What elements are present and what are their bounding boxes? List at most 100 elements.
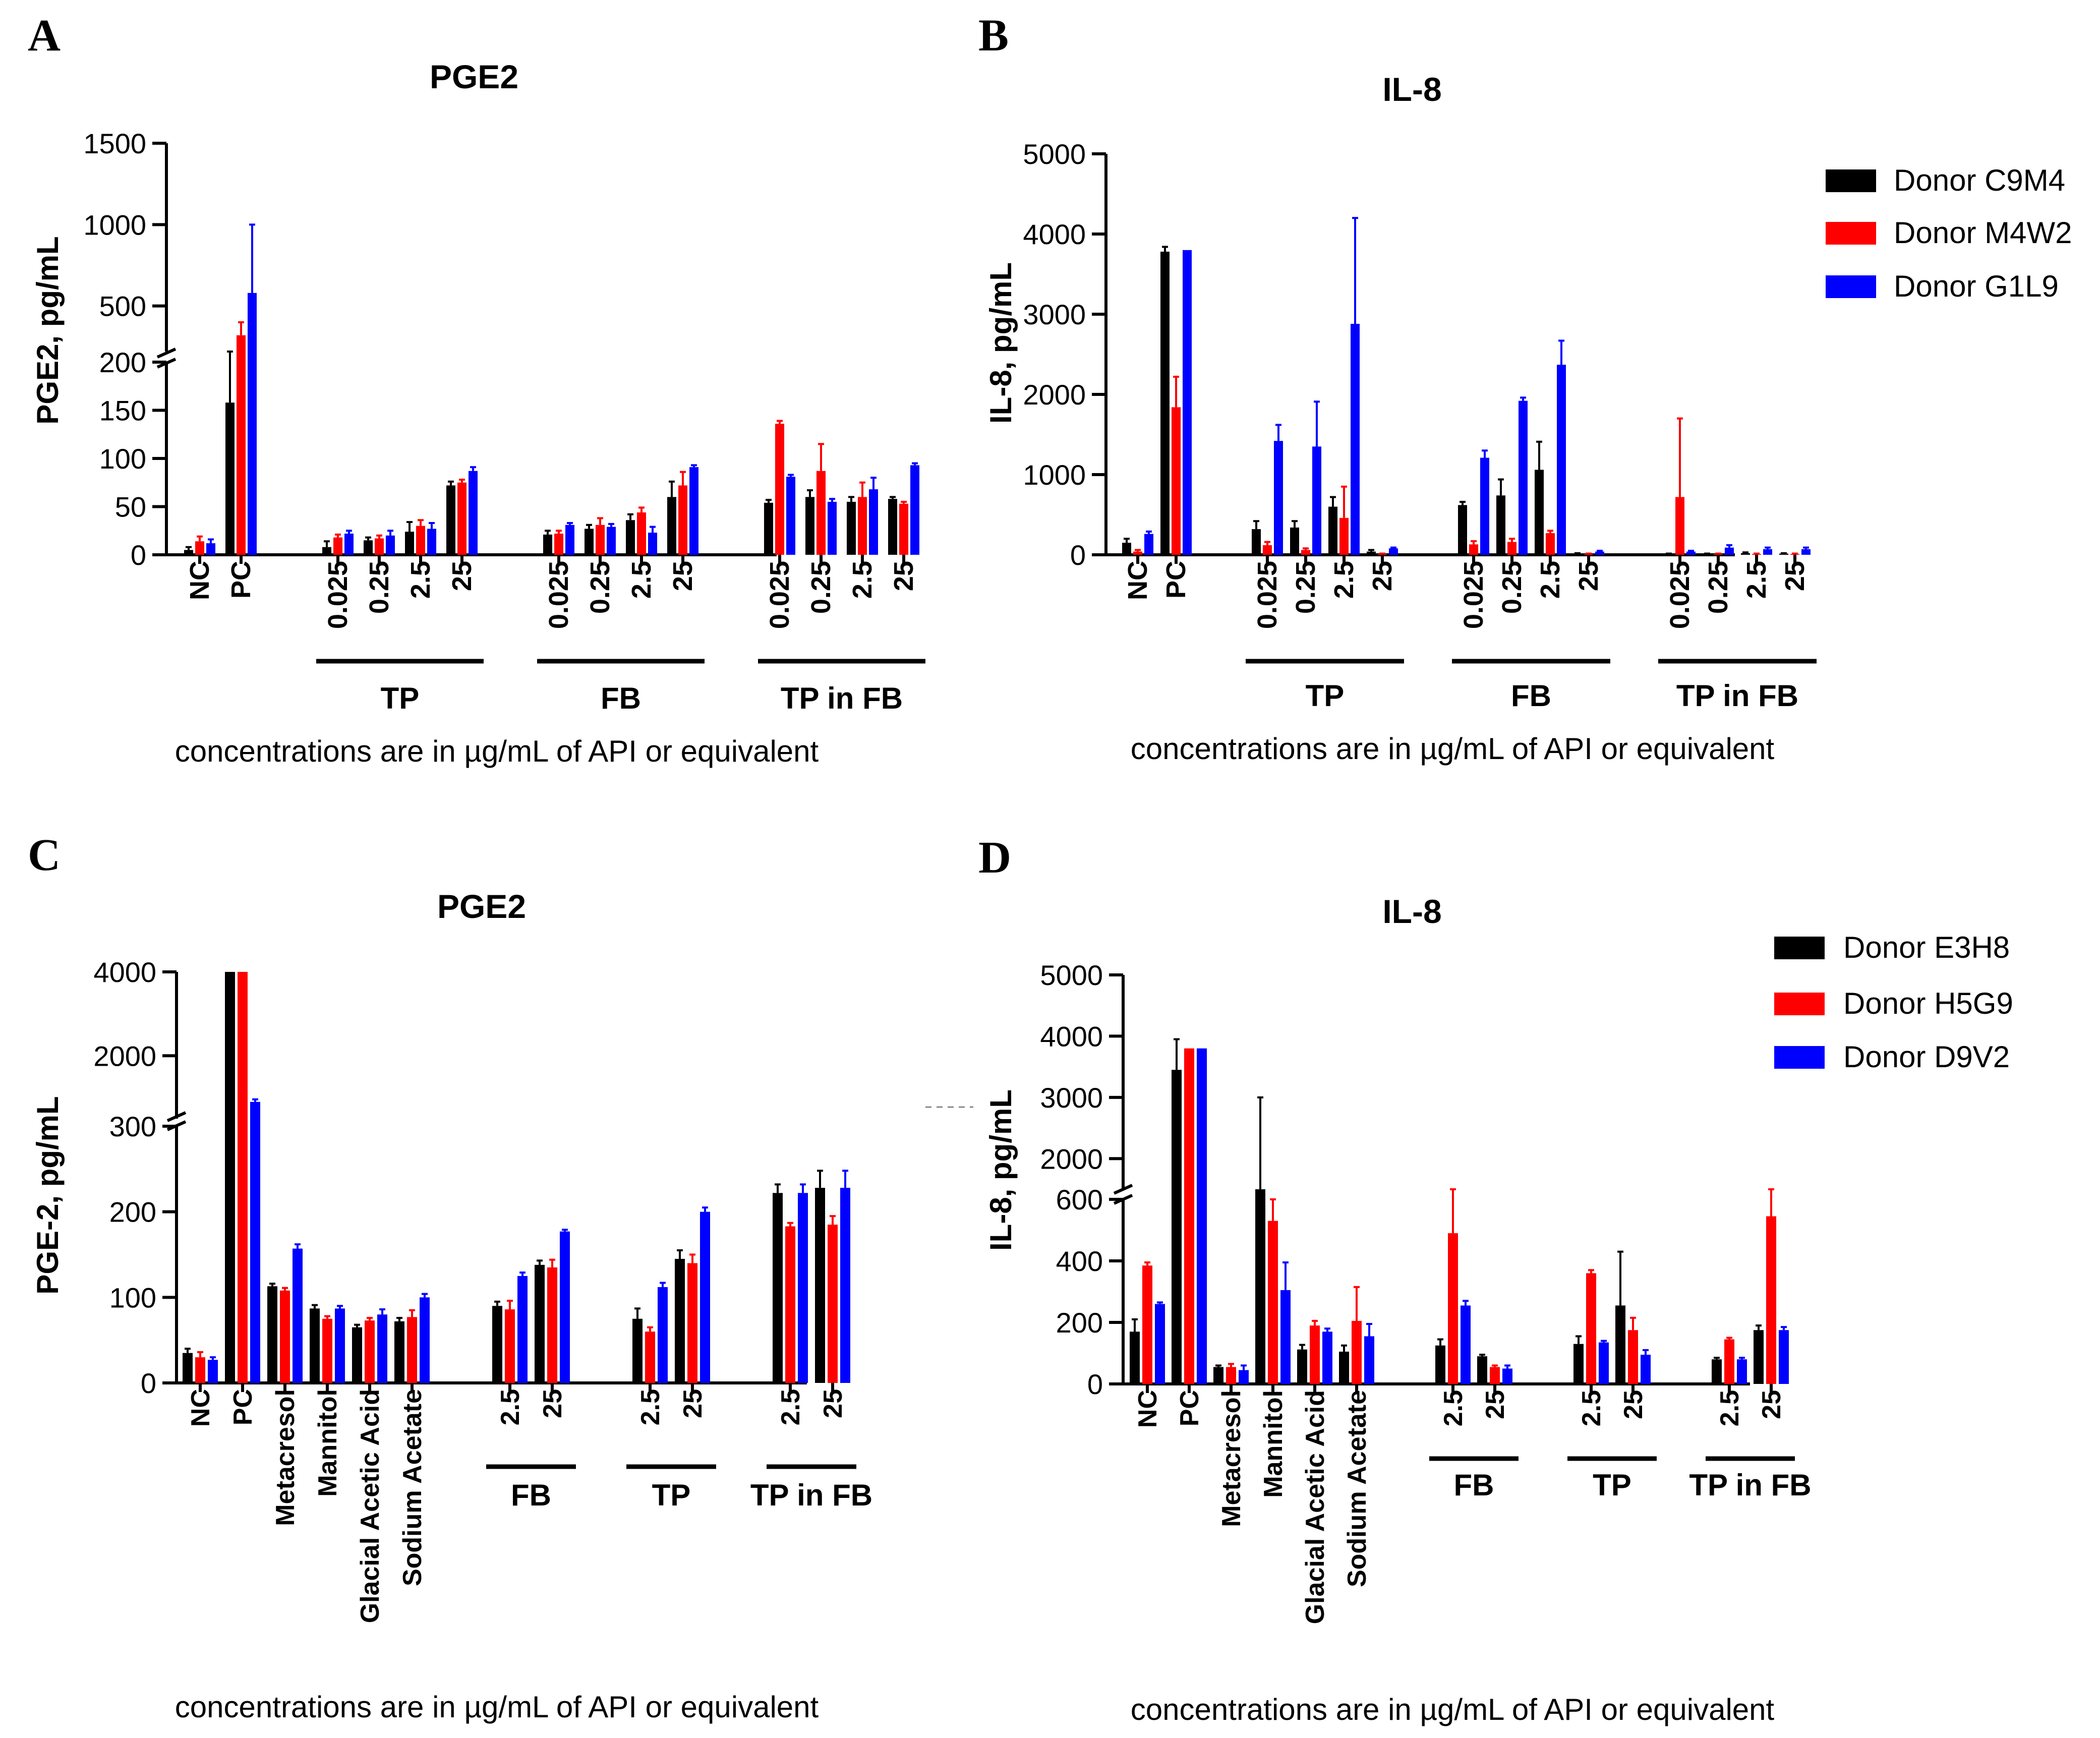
bar xyxy=(816,471,826,555)
panel-b-y-axis-title: IL-8, pg/mL xyxy=(984,262,1018,424)
y-tick-label: 2000 xyxy=(1023,379,1086,411)
x-category-label: 25 xyxy=(1757,1390,1786,1419)
legend-label-e3h8: Donor E3H8 xyxy=(1843,931,2010,964)
bar xyxy=(840,1188,850,1383)
panel-d-ticks: 0 200 400 600 2000 3000 4000 5000 xyxy=(1040,959,1123,1400)
panel-b-footnote: concentrations are in µg/mL of API or eq… xyxy=(1131,732,1775,766)
y-tick-label: 1000 xyxy=(1023,459,1086,491)
panel-b-letter: B xyxy=(978,11,1009,61)
y-tick-label: 200 xyxy=(1056,1307,1103,1339)
bar xyxy=(1144,534,1153,555)
bar xyxy=(375,538,384,555)
bar xyxy=(1763,549,1772,555)
bar xyxy=(596,525,605,555)
legend-label-h5g9: Donor H5G9 xyxy=(1843,987,2013,1020)
bar xyxy=(1496,495,1505,555)
bar xyxy=(1725,547,1734,555)
y-tick-label: 100 xyxy=(99,443,146,475)
bar xyxy=(505,1309,515,1383)
x-category-label: Mannitol xyxy=(313,1389,342,1497)
legend-swatch-h5g9 xyxy=(1774,993,1825,1015)
panel-b-bars xyxy=(1122,217,1811,555)
x-category-label: 0.025 xyxy=(1665,561,1695,629)
bar xyxy=(1367,551,1376,555)
panel-c-x-labels: NC PC Metacresol Mannitol Glacial Acetic Aci… xyxy=(186,1383,848,1623)
x-category-label: PC xyxy=(1161,561,1191,599)
bar xyxy=(1280,1290,1291,1384)
bar xyxy=(1239,1370,1249,1384)
y-tick-label: 200 xyxy=(99,346,146,378)
panel-b: B IL-8 IL-8, pg/mL concentrations are in… xyxy=(978,11,2072,766)
x-category-label: PC xyxy=(226,561,256,599)
bar xyxy=(407,1317,417,1383)
panel-a: A PGE2 PGE2, pg/mL concentrations are in… xyxy=(28,11,925,768)
bar xyxy=(547,1267,557,1383)
bar xyxy=(1130,1331,1140,1384)
bar xyxy=(1557,365,1566,555)
x-category-label: 2.5 xyxy=(1329,561,1359,599)
bar xyxy=(689,467,698,555)
bar xyxy=(1766,1216,1776,1384)
y-tick-label: 0 xyxy=(1070,539,1086,571)
panel-d-letter: D xyxy=(978,833,1011,883)
bar xyxy=(658,1287,668,1383)
bar xyxy=(1160,251,1170,555)
bar xyxy=(1675,497,1684,555)
y-tick-label: 3000 xyxy=(1023,299,1086,330)
bar xyxy=(560,1231,570,1383)
bar xyxy=(1461,1305,1471,1384)
bar xyxy=(1801,549,1811,555)
panel-b-x-labels: NC PC 0.025 0.25 2.5 25 0.025 0.25 2.5 25 0.025 0.2… xyxy=(1123,555,1810,629)
legend-label-m4w2: Donor M4W2 xyxy=(1894,216,2072,250)
legend-swatch-c9m4 xyxy=(1826,169,1876,192)
y-tick-label: 0 xyxy=(141,1367,156,1399)
group-label: TP xyxy=(1593,1468,1631,1502)
bar xyxy=(899,503,908,555)
bar xyxy=(910,465,919,555)
bar xyxy=(1183,250,1192,555)
bar xyxy=(847,501,856,555)
x-category-label: 0.025 xyxy=(323,561,353,629)
x-category-label: 25 xyxy=(889,561,919,591)
bar xyxy=(1352,1320,1362,1384)
bar xyxy=(322,1318,332,1383)
bar xyxy=(352,1327,362,1383)
bar xyxy=(1133,551,1142,555)
x-category-label: Mannitol xyxy=(1259,1390,1288,1498)
bar xyxy=(517,1276,528,1383)
bar xyxy=(206,543,215,555)
panel-c-axis-break xyxy=(166,1111,187,1122)
bar xyxy=(322,547,331,555)
bar xyxy=(1507,542,1516,555)
y-tick-label: 200 xyxy=(109,1196,156,1228)
bar xyxy=(1502,1368,1512,1384)
y-tick-label: 600 xyxy=(1056,1184,1103,1215)
bar xyxy=(1779,1330,1789,1384)
x-category-label: NC xyxy=(186,1389,215,1427)
panel-c-axes: 0 100 200 300 2000 4000 NC PC Metacresol Mannito… xyxy=(93,956,872,1623)
x-category-label: 2.5 xyxy=(1535,561,1565,599)
bar xyxy=(335,1308,345,1383)
panel-c-y-axis-title: PGE-2, pg/mL xyxy=(31,1096,65,1294)
bar xyxy=(1290,527,1299,555)
bar xyxy=(1535,470,1544,555)
bar xyxy=(1122,543,1131,555)
bar xyxy=(405,532,414,555)
bar xyxy=(293,1248,303,1383)
y-tick-label: 0 xyxy=(131,539,146,571)
bar xyxy=(1615,1305,1625,1384)
bar xyxy=(1586,1273,1596,1384)
x-category-label: PC xyxy=(228,1389,258,1425)
bar xyxy=(648,533,657,555)
panel-d-footnote: concentrations are in µg/mL of API or eq… xyxy=(1131,1693,1775,1726)
bar xyxy=(427,529,436,555)
panel-a-group-labels: TP FB TP in FB xyxy=(316,659,925,715)
legend-swatch-e3h8 xyxy=(1774,937,1825,959)
bar xyxy=(184,550,193,555)
bar xyxy=(1448,1233,1458,1384)
y-tick-label: 3000 xyxy=(1040,1082,1103,1114)
bar xyxy=(1255,1189,1265,1384)
bar xyxy=(632,1318,643,1383)
bar xyxy=(1339,1351,1349,1384)
bar xyxy=(225,972,235,1383)
